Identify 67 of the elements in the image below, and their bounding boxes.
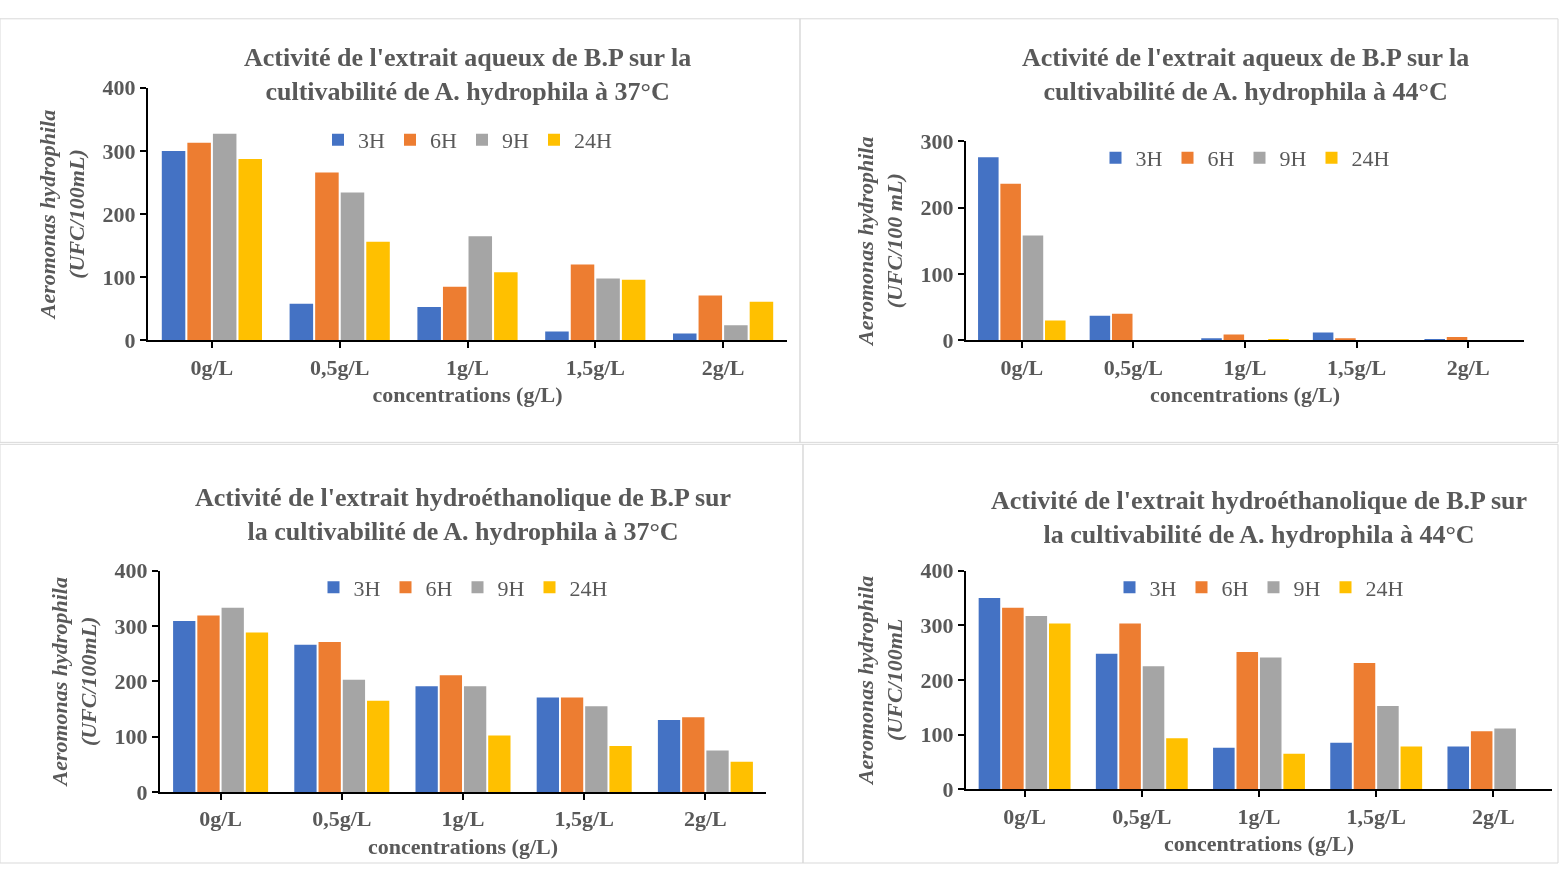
x-tick-label: 0,5g/L — [1103, 354, 1164, 380]
legend-label: 9H — [1279, 146, 1307, 172]
y-tick-label: 0 — [942, 328, 954, 354]
y-tick-label: 400 — [102, 75, 136, 101]
legend-label: 9H — [497, 575, 525, 601]
legend-label: 3H — [353, 575, 381, 601]
x-tick-label: 0,5g/L — [310, 354, 370, 380]
y-tick-label: 100 — [920, 722, 954, 748]
x-tick-label: 1,5g/L — [554, 806, 614, 832]
chart-title: Activité de l'extrait aqueux de B.P sur la cultivabilité de A. hydrophila à 44°C — [1022, 43, 1470, 106]
y-axis-title: Aeromonas hydrophila (UFC/100mL — [853, 575, 907, 787]
legend-label: 6H — [1207, 146, 1235, 172]
y-tick-label: 0 — [124, 328, 136, 354]
legend-label: 3H — [1149, 575, 1177, 601]
chart-title: Activité de l'extrait hydroéthanolique de B.P sur la cultivabilité de A. hydrophila à 37°C — [195, 483, 732, 546]
y-tick-label: 300 — [920, 612, 954, 638]
y-tick-label: 200 — [920, 195, 954, 221]
legend-label: 9H — [1293, 575, 1321, 601]
legend-label: 3H — [358, 128, 385, 154]
x-tick-label: 1g/L — [1237, 803, 1281, 829]
x-tick-label: 2g/L — [1446, 354, 1490, 380]
x-tick-label: 0g/L — [1003, 803, 1046, 829]
y-tick-label: 200 — [920, 667, 954, 693]
x-tick-label: 1g/L — [1223, 354, 1267, 380]
x-tick-label: 2g/L — [1472, 803, 1515, 829]
y-tick-label: 100 — [114, 724, 148, 750]
x-axis-title: concentrations (g/L) — [1149, 382, 1341, 408]
legend-label: 6H — [1221, 575, 1249, 601]
chart-title: Activité de l'extrait hydroéthanolique de B.P sur la cultivabilité de A. hydrophila à 44°C — [991, 486, 1528, 549]
x-tick-label: 0,5g/L — [312, 806, 372, 832]
legend-label: 6H — [430, 128, 457, 154]
y-tick-label: 0 — [942, 776, 954, 802]
y-tick-label: 300 — [920, 128, 954, 154]
x-tick-label: 1g/L — [446, 354, 489, 380]
y-tick-label: 100 — [920, 261, 954, 287]
chart-title: Activité de l'extrait aqueux de B.P sur la cultivabilité de A. hydrophila à 37°C — [244, 43, 692, 106]
x-axis-title: concentrations (g/L) — [372, 382, 563, 408]
y-tick-label: 300 — [114, 613, 148, 639]
x-tick-label: 1g/L — [441, 806, 485, 832]
y-tick-label: 0 — [136, 779, 148, 805]
x-tick-label: 0g/L — [1000, 354, 1044, 380]
x-tick-label: 2g/L — [701, 354, 745, 380]
x-tick-label: 1,5g/L — [1326, 354, 1387, 380]
x-tick-label: 0,5g/L — [1112, 803, 1172, 829]
legend-label: 3H — [1135, 146, 1163, 172]
legend-label: 24H — [1365, 575, 1404, 601]
y-axis-title: Aeromonas hydrophila (UFC/100 mL) — [853, 136, 907, 347]
y-axis-title: Aeromonas hydrophila (UFC/100mL) — [47, 577, 101, 788]
y-tick-label: 400 — [920, 558, 954, 584]
x-axis-title: concentrations (g/L) — [367, 833, 559, 859]
y-tick-label: 400 — [114, 558, 148, 584]
x-tick-label: 1,5g/L — [1346, 803, 1406, 829]
legend-label: 24H — [1351, 146, 1390, 172]
x-tick-label: 1,5g/L — [565, 354, 625, 380]
legend-label: 24H — [574, 128, 612, 154]
x-tick-label: 0g/L — [199, 806, 242, 832]
y-tick-label: 300 — [102, 138, 136, 164]
y-tick-label: 100 — [102, 264, 136, 290]
x-tick-label: 0g/L — [190, 354, 234, 380]
y-axis-title: Aeromonas hydrophila (UFC/100mL) — [35, 109, 89, 321]
y-tick-label: 200 — [114, 669, 148, 695]
legend-label: 6H — [425, 575, 453, 601]
x-axis-title: concentrations (g/L) — [1163, 830, 1355, 856]
y-tick-label: 200 — [102, 201, 136, 227]
legend-label: 9H — [502, 128, 529, 154]
x-tick-label: 2g/L — [684, 806, 727, 832]
legend-label: 24H — [569, 575, 608, 601]
